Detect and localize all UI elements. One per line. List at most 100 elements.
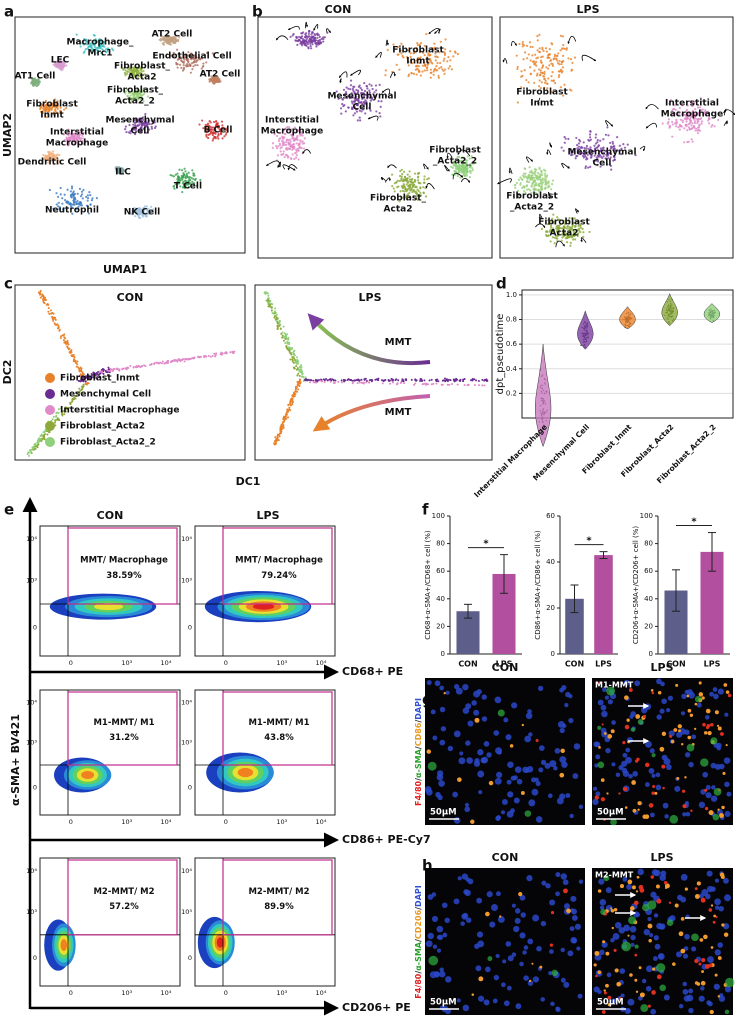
cell-dot (416, 42, 419, 45)
violin (661, 292, 678, 327)
cell-dot (152, 208, 155, 211)
cell-dot (550, 62, 553, 65)
label: Acta2 (128, 73, 157, 83)
cell-dot (301, 41, 304, 44)
nucleus (564, 703, 569, 708)
panel-frame (257, 16, 493, 259)
cell-dot (283, 415, 286, 418)
cell-dot (128, 96, 132, 99)
label: Fibroblast (506, 192, 558, 202)
cell-dot (101, 45, 104, 48)
cell-dot (299, 36, 303, 39)
cell-dot (688, 122, 692, 125)
label: 38.59% (106, 571, 142, 581)
cell-dot (315, 381, 318, 384)
cell-dot (171, 37, 175, 41)
cell-dot (129, 132, 132, 135)
label: 10⁴ (161, 659, 172, 667)
label: 0 (69, 989, 73, 997)
cell-dot (520, 70, 523, 73)
cell-dot (292, 366, 295, 369)
cell-dot (174, 173, 177, 176)
cell-dot (535, 64, 538, 67)
cell-dot (57, 162, 60, 165)
cell-dot (78, 187, 82, 190)
cell-dot (149, 364, 152, 367)
cell-dot (56, 64, 59, 67)
label: 10⁴ (26, 535, 37, 543)
cell-dot (73, 143, 77, 146)
cell-dot (392, 187, 395, 190)
cell-dot (74, 201, 77, 204)
cell-dot (101, 53, 104, 56)
cell-dot (99, 43, 102, 46)
cell-dot (171, 359, 174, 362)
cell-dot (67, 141, 71, 144)
cell-dot (401, 378, 404, 381)
cell-dot (46, 155, 49, 158)
cell-dot (178, 36, 181, 39)
label: 43.8% (264, 733, 294, 743)
cell-dot (436, 378, 439, 381)
cell-dot (136, 75, 140, 78)
legend-swatch (45, 389, 55, 399)
cell-dot (465, 172, 468, 175)
cell-dot (422, 181, 425, 184)
panel-frame (499, 16, 734, 259)
cell-dot (107, 369, 110, 372)
cell-dot (136, 72, 139, 75)
cell-dot (572, 238, 575, 241)
cell-dot (67, 343, 70, 346)
cell-dot (72, 194, 75, 197)
cell-dot (560, 63, 563, 66)
cell-dot (368, 89, 371, 92)
cell-dot (275, 313, 278, 316)
cell-dot (295, 39, 298, 42)
cell-dot (521, 186, 524, 189)
cell-dot (137, 215, 140, 218)
cell-dot (543, 77, 546, 81)
cell-dot (77, 135, 80, 138)
cell-dot (153, 119, 156, 122)
label: 10³ (276, 659, 287, 667)
cell-dot (421, 383, 424, 386)
cell-dot (66, 129, 70, 132)
cell-dot (541, 46, 544, 49)
bar (594, 555, 613, 654)
cell-dot (561, 35, 564, 38)
label: b (252, 3, 263, 21)
cell-dot (293, 391, 296, 394)
label: B Cell (204, 126, 233, 136)
cell-dot (418, 61, 421, 65)
cell-dot (96, 51, 99, 55)
cell-dot (218, 128, 221, 131)
label: M1-MMT/ M1 (248, 718, 309, 728)
cell-dot (409, 189, 412, 192)
cell-dot (140, 131, 143, 134)
label: CD206+ PE (342, 1001, 411, 1014)
cell-dot (359, 86, 362, 90)
cell-dot (75, 208, 78, 211)
label: CD68+α-SMA+/CD68+ cell (%) (424, 530, 432, 640)
cell-dot (443, 72, 446, 75)
cell-dot (448, 65, 452, 68)
cell-dot (143, 205, 147, 208)
cell-dot (66, 200, 69, 203)
cell-dot (200, 67, 203, 70)
cell-dot (36, 84, 40, 87)
streamline (561, 162, 570, 169)
cell-dot (458, 168, 461, 171)
streamline (423, 163, 429, 170)
cell-dot (534, 62, 537, 65)
nucleus (473, 690, 481, 698)
cell-dot (677, 126, 680, 129)
cell-dot (140, 126, 143, 129)
cell-dot (129, 94, 132, 97)
cell-dot (147, 208, 150, 211)
cell-dot (176, 39, 180, 43)
cell-dot (56, 153, 59, 156)
cell-dot (545, 175, 548, 179)
cell-dot (353, 112, 357, 115)
cell-dot (207, 133, 210, 136)
cell-dot (322, 40, 325, 43)
